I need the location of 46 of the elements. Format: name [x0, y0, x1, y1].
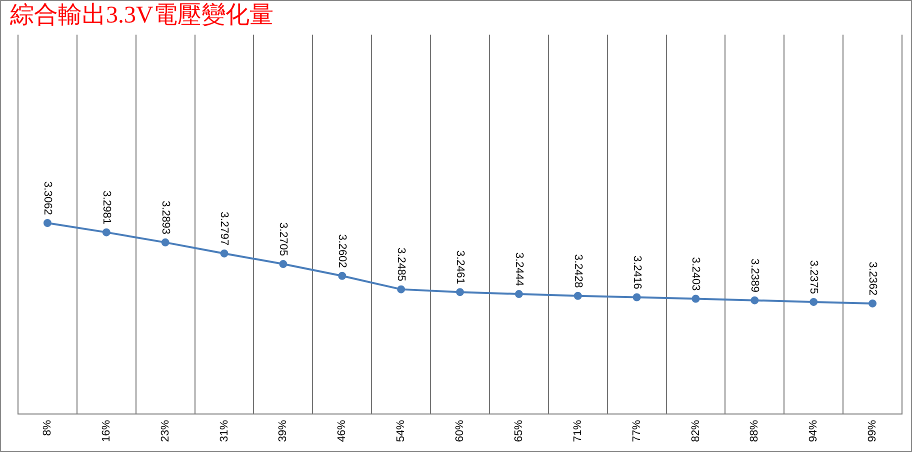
chart-title: 綜合輸出3.3V電壓變化量	[9, 2, 274, 29]
x-tick-label: 39%	[277, 420, 290, 442]
point	[220, 249, 228, 258]
point	[43, 219, 52, 228]
x-tick-label: 65%	[512, 420, 525, 442]
x-tick-label: 88%	[748, 420, 761, 442]
point	[692, 294, 700, 303]
point	[456, 288, 464, 296]
point	[102, 228, 110, 236]
x-tick-label: 71%	[572, 420, 584, 442]
point	[574, 292, 582, 300]
point	[632, 293, 641, 302]
x-tick-label: 82%	[690, 420, 702, 442]
x-tick-label: 46%	[336, 420, 348, 442]
x-tick-label: 94%	[808, 420, 820, 442]
data-label: 3.2428	[572, 254, 584, 288]
data-label: 3.2403	[690, 257, 702, 291]
data-label: 3.2705	[277, 222, 290, 256]
data-label: 3.2485	[395, 248, 408, 282]
x-tick-label: 16%	[100, 420, 112, 442]
data-label: 3.2416	[630, 256, 643, 290]
point	[161, 238, 170, 246]
point	[279, 260, 288, 268]
data-label: 3.2797	[218, 212, 230, 246]
data-label: 3.2389	[748, 258, 761, 292]
x-tick-label: 23%	[159, 420, 172, 442]
data-label: 3.2602	[336, 234, 348, 268]
point	[868, 299, 877, 308]
x-tick-label: 31%	[218, 420, 230, 442]
data-label: 3.3062	[41, 181, 54, 216]
data-label: 3.2981	[100, 190, 112, 224]
data-label: 3.2461	[454, 250, 466, 284]
x-tick-label: 60%	[454, 420, 466, 442]
point	[750, 296, 759, 304]
point	[514, 290, 523, 298]
x-tick-label: 77%	[630, 420, 643, 442]
point	[397, 285, 406, 294]
x-tick-label: 8%	[42, 420, 54, 436]
x-tick-label: 54%	[395, 420, 408, 442]
x-tick-label: 99%	[866, 420, 879, 442]
point	[338, 272, 346, 280]
data-label: 3.2893	[159, 200, 172, 234]
data-label: 3.2444	[512, 252, 525, 286]
data-label: 3.2362	[866, 262, 878, 296]
point	[810, 298, 818, 306]
data-label: 3.2375	[808, 260, 820, 294]
